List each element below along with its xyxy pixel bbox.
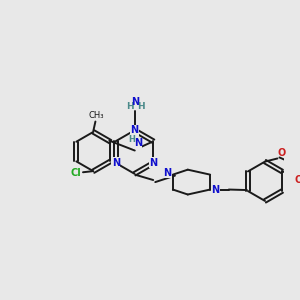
Text: N: N bbox=[211, 184, 219, 194]
Text: CH₃: CH₃ bbox=[89, 111, 104, 120]
Text: N: N bbox=[149, 158, 158, 168]
Text: N: N bbox=[130, 125, 139, 135]
Text: H: H bbox=[128, 135, 135, 144]
Text: H: H bbox=[127, 102, 134, 111]
Text: N: N bbox=[134, 138, 142, 148]
Text: N: N bbox=[164, 168, 172, 178]
Text: O: O bbox=[294, 175, 300, 185]
Text: O: O bbox=[278, 148, 286, 158]
Text: N: N bbox=[131, 98, 140, 107]
Text: N: N bbox=[112, 158, 120, 168]
Text: Cl: Cl bbox=[70, 168, 81, 178]
Text: H: H bbox=[137, 102, 145, 111]
